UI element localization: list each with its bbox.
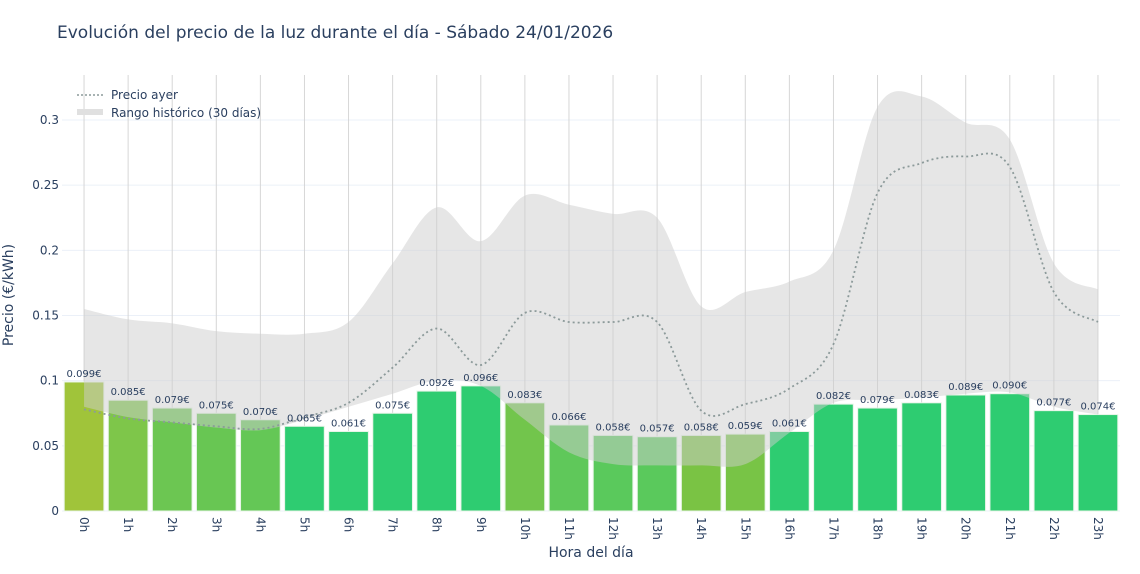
bar-value-label: 0.065€ — [287, 413, 322, 424]
bar-value-label: 0.079€ — [155, 395, 190, 406]
bar-16h — [769, 430, 810, 512]
bar-5h — [284, 425, 325, 512]
legend-item-historic-range[interactable]: Rango histórico (30 días) — [111, 106, 261, 120]
x-tick-label: 0h — [77, 517, 91, 532]
bars — [63, 381, 1119, 512]
x-tick-label: 13h — [650, 517, 664, 540]
x-tick-label: 10h — [518, 517, 532, 540]
y-tick-label: 0.15 — [32, 309, 59, 323]
bar-7h — [372, 412, 413, 512]
bar-value-label: 0.075€ — [375, 400, 410, 411]
x-tick-label: 19h — [915, 517, 929, 540]
bar-value-label: 0.061€ — [331, 418, 366, 429]
bar-value-label: 0.083€ — [904, 390, 939, 401]
x-tick-label: 3h — [209, 517, 223, 532]
bar-23h — [1077, 414, 1119, 512]
bar-value-label: 0.085€ — [111, 387, 146, 398]
y-tick-label: 0.1 — [40, 374, 59, 388]
historic-range-band — [84, 91, 1098, 467]
x-axis-title: Hora del día — [548, 545, 633, 561]
bar-value-label: 0.092€ — [419, 378, 454, 389]
bar-value-label: 0.058€ — [596, 422, 631, 433]
bar-21h — [989, 393, 1031, 512]
bar-6h — [328, 430, 369, 512]
y-axis-title: Precio (€/kWh) — [1, 244, 17, 346]
y-tick-label: 0.25 — [32, 178, 59, 192]
bar-value-label: 0.058€ — [684, 422, 719, 433]
bar-value-label: 0.090€ — [992, 381, 1027, 392]
y-tick-label: 0.3 — [40, 113, 59, 127]
bar-8h — [416, 390, 458, 512]
bar-2h — [151, 407, 193, 512]
bar-value-label: 0.099€ — [67, 369, 102, 380]
bar-value-label: 0.070€ — [243, 407, 278, 418]
bar-4h — [240, 419, 281, 512]
bar-value-label: 0.061€ — [772, 418, 807, 429]
x-tick-label: 16h — [782, 517, 796, 540]
yesterday-price-path — [83, 152, 1099, 431]
x-tick-label: 21h — [1003, 517, 1017, 540]
x-tick-label: 7h — [386, 517, 400, 532]
bar-value-label: 0.059€ — [728, 421, 763, 432]
bar-value-label: 0.082€ — [816, 391, 851, 402]
historic-range-area — [84, 91, 1098, 467]
bar-20h — [945, 394, 987, 512]
x-tick-label: 9h — [474, 517, 488, 532]
x-tick-label: 4h — [253, 517, 267, 532]
legend-item-yesterday[interactable]: Precio ayer — [111, 88, 178, 102]
legend: Precio ayer Rango histórico (30 días) — [77, 88, 261, 120]
axes: 0 0.05 0.1 0.15 0.2 0.25 0.3 0h 1h 2h 3h 4h 5h 6h 7h 8h… — [32, 113, 1105, 540]
bar-value-label: 0.057€ — [640, 424, 675, 435]
x-tick-label: 6h — [342, 517, 356, 532]
chart-title: Evolución del precio de la luz durante e… — [57, 23, 613, 43]
x-tick-label: 14h — [694, 517, 708, 540]
bar-value-label: 0.089€ — [948, 382, 983, 393]
x-tick-label: 15h — [738, 517, 752, 540]
x-tick-label: 1h — [121, 517, 135, 532]
y-tick-label: 0.05 — [32, 439, 59, 453]
x-tick-label: 5h — [297, 517, 311, 532]
bar-value-label: 0.074€ — [1080, 402, 1115, 413]
bar-value-label: 0.096€ — [463, 373, 498, 384]
bar-17h — [813, 403, 854, 512]
bar-value-label: 0.083€ — [507, 390, 542, 401]
bar-value-labels: 0.099€ 0.085€ 0.079€ 0.075€ 0.070€ 0.065€ 0.06… — [67, 369, 1116, 435]
bar-19h — [901, 402, 942, 512]
bar-3h — [195, 412, 237, 512]
bar-18h — [857, 407, 898, 512]
bar-value-label: 0.079€ — [860, 395, 895, 406]
x-tick-label: 20h — [959, 517, 973, 540]
y-tick-label: 0.2 — [40, 243, 59, 257]
x-tick-label: 8h — [430, 517, 444, 532]
bar-value-label: 0.066€ — [551, 412, 586, 423]
x-tick-label: 2h — [165, 517, 179, 532]
x-tick-label: 17h — [826, 517, 840, 540]
x-tick-label: 11h — [562, 517, 576, 540]
bar-value-label: 0.077€ — [1036, 398, 1071, 409]
bar-value-label: 0.075€ — [199, 400, 234, 411]
y-tick-label: 0 — [51, 504, 59, 518]
x-tick-label: 12h — [606, 517, 620, 540]
bar-9h — [460, 385, 502, 512]
bar-22h — [1033, 410, 1075, 512]
x-tick-label: 23h — [1091, 517, 1105, 540]
legend-band-swatch — [77, 109, 103, 115]
x-tick-label: 18h — [871, 517, 885, 540]
x-tick-label: 22h — [1047, 517, 1061, 540]
yesterday-price-line — [83, 152, 1099, 431]
